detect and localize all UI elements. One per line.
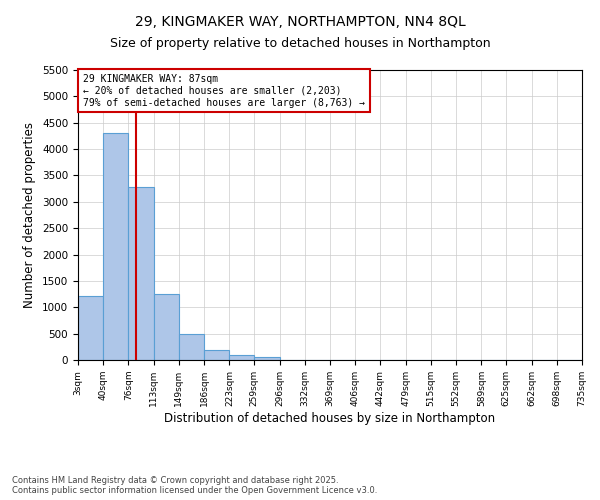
Bar [128,187,154,360]
Text: Size of property relative to detached houses in Northampton: Size of property relative to detached ho… [110,38,490,51]
Bar [254,356,280,360]
Text: 29 KINGMAKER WAY: 87sqm
← 20% of detached houses are smaller (2,203)
79% of semi: 29 KINGMAKER WAY: 87sqm ← 20% of detache… [83,74,365,108]
X-axis label: Distribution of detached houses by size in Northampton: Distribution of detached houses by size … [164,412,496,424]
Bar [78,296,103,360]
Bar [229,355,254,360]
Bar [204,350,229,360]
Bar [154,294,179,360]
Y-axis label: Number of detached properties: Number of detached properties [23,122,37,308]
Text: 29, KINGMAKER WAY, NORTHAMPTON, NN4 8QL: 29, KINGMAKER WAY, NORTHAMPTON, NN4 8QL [134,15,466,29]
Text: Contains HM Land Registry data © Crown copyright and database right 2025.
Contai: Contains HM Land Registry data © Crown c… [12,476,377,495]
Bar [103,134,128,360]
Bar [179,334,204,360]
